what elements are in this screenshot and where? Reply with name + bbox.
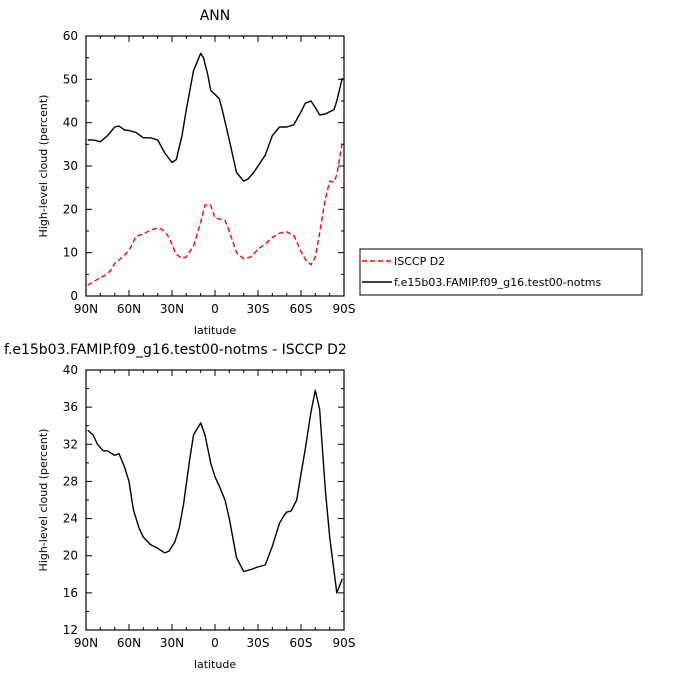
- x-tick-label: 90N: [74, 636, 98, 650]
- x-tick-label: 60S: [290, 636, 313, 650]
- chart-1-y-axis-title: High-level cloud (percent): [37, 95, 50, 238]
- x-tick-label: 60S: [290, 302, 313, 316]
- y-tick-label: 0: [70, 289, 78, 303]
- legend-label-isccp: ISCCP D2: [394, 255, 445, 268]
- y-tick-label: 30: [63, 159, 78, 173]
- y-tick-label: 28: [63, 474, 78, 488]
- x-tick-label: 0: [211, 302, 219, 316]
- chart-1-plot-frame: [85, 35, 345, 297]
- series-line-1: [87, 389, 343, 594]
- x-tick-label: 30S: [247, 636, 270, 650]
- x-tick-label: 90N: [74, 302, 98, 316]
- y-tick-label: 20: [63, 202, 78, 216]
- chart-2-series: [87, 389, 343, 594]
- x-tick-label: 90S: [333, 636, 356, 650]
- x-tick-label: 0: [211, 636, 219, 650]
- chart-2-x-ticks: 90N 60N 30N 0 30S 60S 90S: [74, 370, 356, 650]
- y-tick-label: 16: [63, 586, 78, 600]
- y-tick-label: 50: [63, 72, 78, 86]
- y-tick-label: 24: [63, 512, 78, 526]
- chart-1: ANN 90N 60N 30N 0 30S 60S 90S 0 10 20 30 40 50 60 la…: [37, 8, 643, 337]
- y-tick-label: 40: [63, 363, 78, 377]
- y-tick-label: 20: [63, 549, 78, 563]
- x-tick-label: 90S: [333, 302, 356, 316]
- y-tick-label: 60: [63, 29, 78, 43]
- x-tick-label: 30N: [160, 636, 184, 650]
- y-tick-label: 40: [63, 116, 78, 130]
- chart-1-x-ticks: 90N 60N 30N 0 30S 60S 90S: [74, 36, 356, 316]
- series-line-2: [87, 52, 343, 182]
- x-tick-label: 60N: [117, 636, 141, 650]
- chart-2: f.e15b03.FAMIP.f09_g16.test00-notms - IS…: [4, 342, 355, 671]
- chart-1-legend: ISCCP D2 f.e15b03.FAMIP.f09_g16.test00-n…: [359, 248, 643, 296]
- chart-2-title: f.e15b03.FAMIP.f09_g16.test00-notms - IS…: [4, 342, 347, 358]
- x-tick-label: 30N: [160, 302, 184, 316]
- y-tick-label: 36: [63, 400, 78, 414]
- chart-1-y-ticks: 0 10 20 30 40 50 60: [63, 29, 344, 303]
- y-tick-label: 10: [63, 246, 78, 260]
- chart-2-y-ticks: 12 16 20 24 28 32 36 40: [63, 363, 344, 637]
- y-tick-label: 12: [63, 623, 78, 637]
- legend-label-model: f.e15b03.FAMIP.f09_g16.test00-notms: [394, 276, 601, 289]
- chart-2-y-axis-title: High-level cloud (percent): [37, 429, 50, 572]
- x-tick-label: 60N: [117, 302, 141, 316]
- x-tick-label: 30S: [247, 302, 270, 316]
- y-tick-label: 32: [63, 437, 78, 451]
- chart-2-plot-frame: [85, 369, 345, 631]
- series-line-1: [87, 142, 343, 286]
- chart-1-x-axis-title: latitude: [194, 324, 236, 337]
- chart-2-x-axis-title: latitude: [194, 658, 236, 671]
- legend-box: [359, 248, 643, 296]
- chart-1-series: [87, 52, 343, 286]
- chart-1-title: ANN: [200, 8, 231, 24]
